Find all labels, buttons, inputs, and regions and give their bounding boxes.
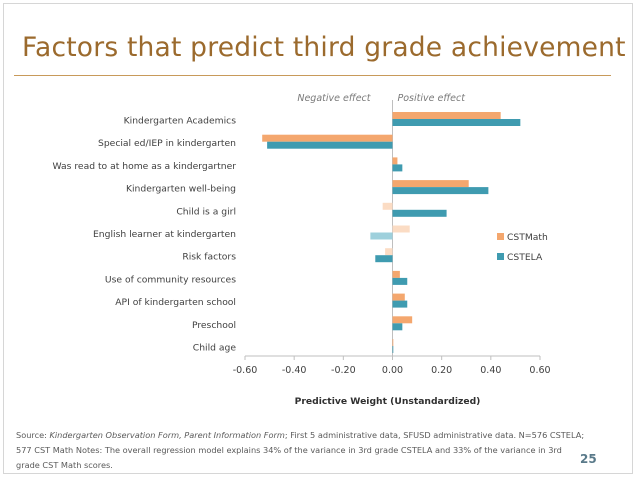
positive-effect-label: Positive effect	[398, 93, 467, 104]
cstela-bar	[392, 164, 403, 172]
cstela-bar	[392, 323, 403, 331]
cstela-bar	[392, 346, 394, 353]
category-label: Preschool	[192, 320, 236, 331]
cstmath-bar	[392, 112, 501, 119]
category-label: Special ed/IEP in kindergarten	[98, 138, 236, 149]
x-tick-label: 0.60	[529, 365, 550, 376]
category-label: Child is a girl	[176, 206, 236, 217]
category-label: Use of community resources	[105, 274, 236, 285]
legend-swatch-cstmath	[497, 233, 504, 240]
cstmath-bar	[392, 293, 405, 301]
cstela-bar	[392, 119, 521, 126]
cstela-bar	[370, 232, 393, 240]
cstela-bar	[375, 255, 393, 263]
cstmath-bar	[385, 248, 393, 256]
x-axis-title: Predictive Weight (Unstandardized)	[295, 396, 481, 407]
source-rest: ; First 5 administrative data, SFUSD adm…	[16, 430, 585, 470]
source-label: Source:	[16, 430, 47, 440]
x-tick-label: 0.00	[382, 365, 403, 376]
slide-title: Factors that predict third grade achieve…	[22, 32, 626, 63]
cstmath-bar	[392, 225, 410, 233]
source-note: Source: Kindergarten Observation Form, P…	[16, 428, 586, 473]
cstmath-bar	[392, 339, 394, 346]
x-tick-label: -0.20	[331, 365, 356, 376]
category-label: API of kindergarten school	[115, 297, 236, 308]
cstmath-bar	[392, 180, 469, 188]
cstela-bar	[267, 141, 393, 149]
cstela-bar	[392, 187, 489, 195]
negative-effect-label: Negative effect	[297, 93, 371, 104]
category-label: English learner at kindergarten	[93, 229, 236, 240]
category-label: Risk factors	[182, 252, 236, 263]
page-number: 25	[580, 452, 597, 466]
source-italic: Kindergarten Observation Form, Parent In…	[49, 430, 285, 440]
legend-label: CSTMath	[507, 232, 548, 243]
slide-frame	[3, 3, 633, 474]
cstmath-bar	[392, 270, 400, 278]
cstela-bar	[392, 277, 408, 285]
legend-label: CSTELA	[507, 252, 543, 263]
cstmath-bar	[382, 202, 393, 210]
category-label: Was read to at home as a kindergartner	[53, 161, 237, 172]
category-label: Child age	[193, 343, 237, 354]
cstmath-bar	[392, 157, 398, 165]
cstmath-bar	[262, 134, 393, 142]
cstela-bar	[392, 300, 408, 308]
x-tick-label: -0.40	[282, 365, 307, 376]
cstela-bar	[392, 209, 447, 217]
cstmath-bar	[392, 316, 413, 324]
x-tick-label: 0.40	[480, 365, 501, 376]
category-label: Kindergarten Academics	[124, 116, 237, 127]
legend-swatch-cstela	[497, 253, 504, 260]
x-tick-label: -0.60	[233, 365, 258, 376]
x-tick-label: 0.20	[431, 365, 452, 376]
title-divider	[14, 75, 611, 76]
category-label: Kindergarten well-being	[126, 184, 236, 195]
